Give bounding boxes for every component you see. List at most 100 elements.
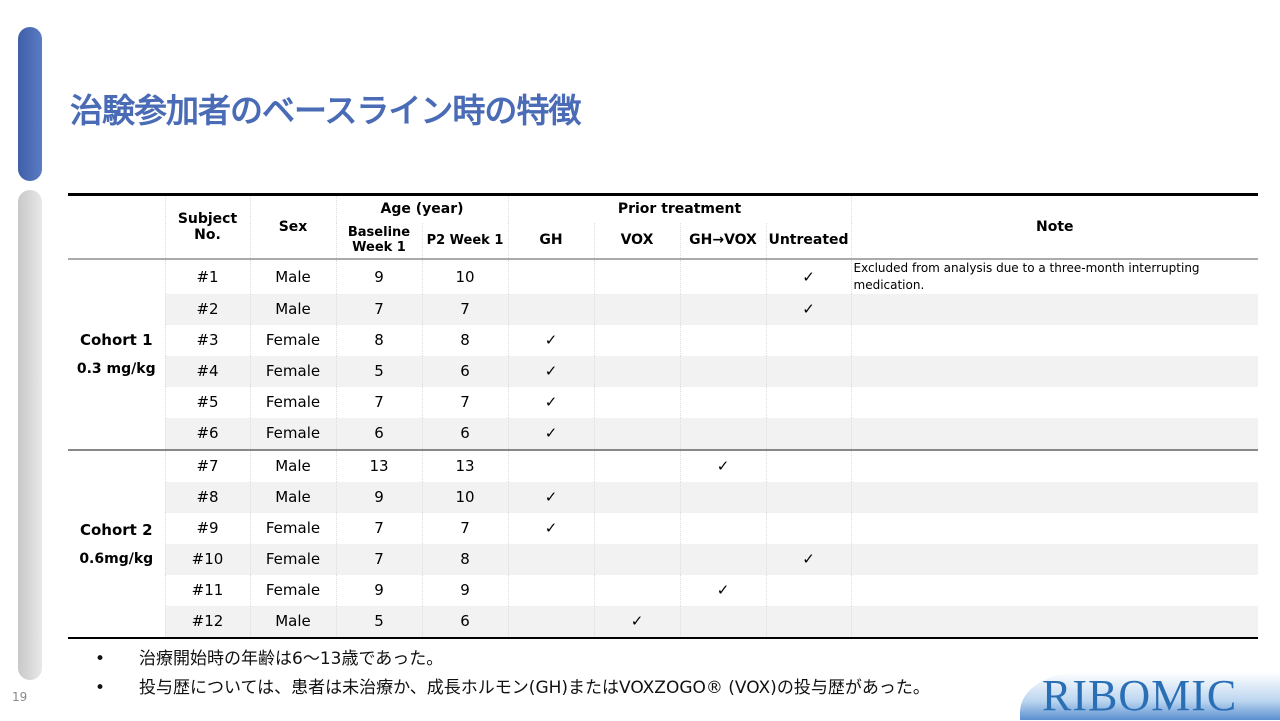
table-row: #3 Female 8 8 ✓ (68, 324, 1258, 356)
sex: Male (249, 258, 336, 294)
treatment-ghvox (679, 324, 766, 356)
treatment-untreated (765, 448, 851, 482)
check-icon: ✓ (802, 267, 815, 286)
header-p2: P2 Week 1 (421, 222, 508, 260)
header-note: Note (850, 194, 1258, 260)
treatment-untreated (765, 417, 851, 450)
treatment-gh (507, 293, 594, 325)
table-row: #8 Male 9 10 ✓ (68, 481, 1258, 513)
age-baseline: 7 (335, 543, 422, 575)
check-icon: ✓ (630, 612, 644, 630)
treatment-gh: ✓ (507, 386, 594, 418)
sex: Female (249, 512, 336, 544)
age-p2: 8 (421, 324, 508, 356)
note: Excluded from analysis due to a three-mo… (850, 258, 1258, 294)
cohort-label: Cohort 2 0.6mg/kg (68, 448, 165, 638)
bullet-list: • 治療開始時の年齢は6～13歳であった。 • 投与歴については、患者は未治療か、成… (95, 644, 930, 702)
treatment-gh (507, 605, 594, 638)
note (850, 324, 1258, 356)
subject-no: #5 (164, 386, 250, 418)
age-baseline: 9 (335, 258, 422, 294)
age-p2: 6 (421, 605, 508, 638)
treatment-gh (507, 258, 594, 294)
subject-no: #6 (164, 417, 250, 450)
treatment-vox (593, 481, 680, 513)
treatment-gh: ✓ (507, 417, 594, 450)
table-row: #6 Female 6 6 ✓ (68, 417, 1258, 450)
sex: Male (249, 481, 336, 513)
treatment-gh: ✓ (507, 512, 594, 544)
age-baseline: 8 (335, 324, 422, 356)
age-baseline: 9 (335, 481, 422, 513)
header-vox: VOX (593, 222, 680, 260)
treatment-gh (507, 448, 594, 482)
age-p2: 6 (421, 355, 508, 387)
treatment-vox (593, 324, 680, 356)
bullet-item: • 治療開始時の年齢は6～13歳であった。 (95, 649, 444, 669)
check-icon: ✓ (716, 581, 730, 599)
treatment-ghvox (679, 512, 766, 544)
treatment-untreated: ✓ (765, 293, 851, 325)
subject-no: #10 (164, 543, 250, 575)
table-row: #4 Female 5 6 ✓ (68, 355, 1258, 387)
age-p2: 6 (421, 417, 508, 450)
treatment-gh: ✓ (507, 355, 594, 387)
treatment-ghvox (679, 543, 766, 575)
baseline-characteristics-table: Subject No. Sex Age (year) Prior treatme… (68, 193, 1258, 639)
sex: Male (249, 448, 336, 482)
subject-no: #9 (164, 512, 250, 544)
treatment-gh: ✓ (507, 324, 594, 356)
header-gh-vox: GH→VOX (679, 222, 766, 260)
treatment-vox (593, 417, 680, 450)
check-icon: ✓ (544, 393, 558, 411)
treatment-ghvox: ✓ (679, 448, 766, 482)
note (850, 386, 1258, 418)
sex: Female (249, 324, 336, 356)
age-p2: 7 (421, 512, 508, 544)
age-p2: 7 (421, 386, 508, 418)
subject-no: #8 (164, 481, 250, 513)
treatment-ghvox (679, 605, 766, 638)
age-baseline: 6 (335, 417, 422, 450)
treatment-untreated (765, 512, 851, 544)
subject-no: #4 (164, 355, 250, 387)
treatment-untreated (765, 324, 851, 356)
check-icon: ✓ (544, 519, 558, 537)
age-baseline: 13 (335, 448, 422, 482)
header-gh: GH (507, 222, 594, 260)
age-p2: 10 (421, 481, 508, 513)
subject-no: #2 (164, 293, 250, 325)
subject-no: #11 (164, 574, 250, 606)
treatment-vox (593, 543, 680, 575)
table-row: #10 Female 7 8 ✓ (68, 543, 1258, 575)
treatment-vox (593, 512, 680, 544)
treatment-ghvox (679, 481, 766, 513)
cohort-label: Cohort 1 0.3 mg/kg (76, 331, 156, 377)
treatment-ghvox (679, 417, 766, 450)
note (850, 293, 1258, 325)
table-row: #12 Male 5 6 ✓ (68, 605, 1258, 638)
treatment-vox (593, 448, 680, 482)
table-row: Cohort 1 0.3 mg/kg #1 Male 9 10 ✓ Excluded from… (68, 258, 1258, 377)
subject-no: #12 (164, 605, 250, 638)
subject-no: #1 (164, 258, 250, 294)
treatment-ghvox (679, 386, 766, 418)
table-row: #2 Male 7 7 ✓ (68, 293, 1258, 325)
header-subject: Subject No. (164, 194, 250, 260)
page-title: 治験参加者のベースライン時の特徴 (70, 91, 581, 130)
table-row: Cohort 2 0.6mg/kg #7 Male 13 13 ✓ (68, 448, 1258, 638)
sex: Female (249, 574, 336, 606)
header-untreated: Untreated (765, 222, 851, 260)
sex: Female (249, 417, 336, 450)
treatment-ghvox (679, 355, 766, 387)
treatment-vox (593, 293, 680, 325)
check-icon: ✓ (802, 550, 815, 568)
header-sex: Sex (249, 194, 336, 260)
age-baseline: 5 (335, 355, 422, 387)
table-row: #5 Female 7 7 ✓ (68, 386, 1258, 418)
check-icon: ✓ (544, 362, 558, 380)
sex: Female (249, 386, 336, 418)
sex: Male (249, 605, 336, 638)
age-p2: 10 (421, 258, 508, 294)
note (850, 512, 1258, 544)
